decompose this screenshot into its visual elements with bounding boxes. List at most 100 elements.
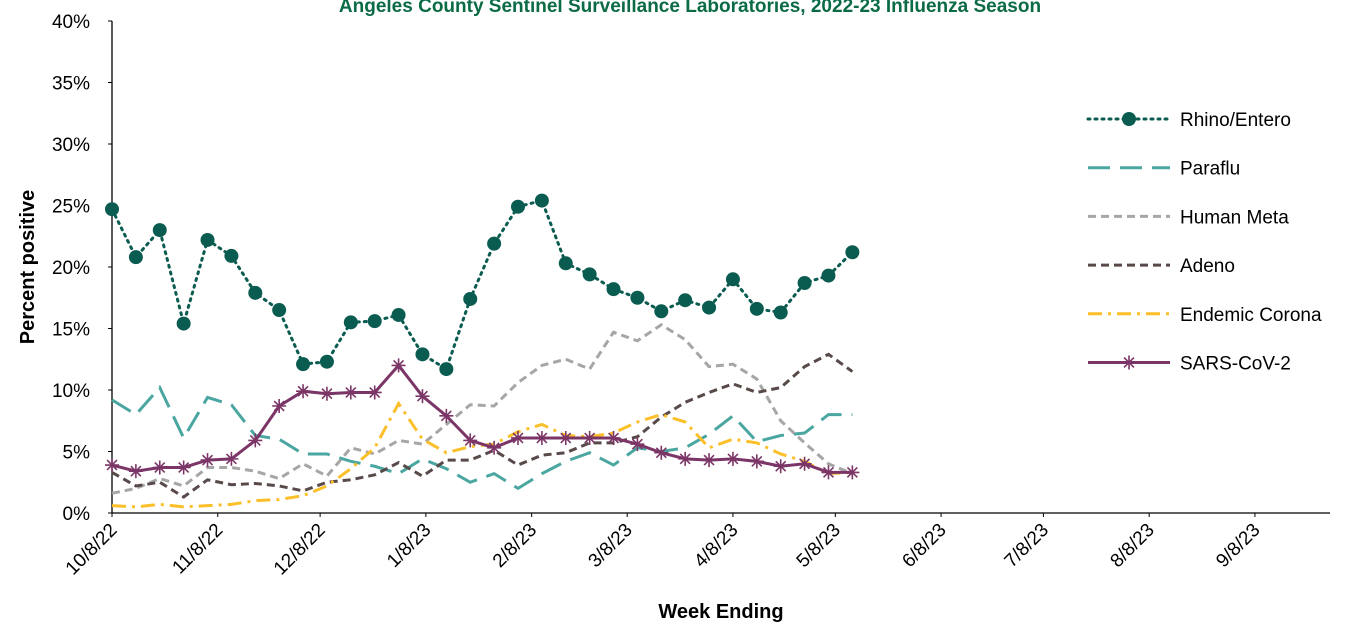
marker bbox=[725, 272, 740, 287]
marker bbox=[343, 385, 358, 400]
y-tick-label: 40% bbox=[52, 12, 90, 33]
y-tick-label: 10% bbox=[52, 381, 90, 402]
marker bbox=[749, 301, 764, 316]
legend-label: SARS-CoV-2 bbox=[1180, 354, 1291, 375]
marker bbox=[511, 430, 525, 445]
marker bbox=[630, 290, 645, 305]
marker bbox=[558, 430, 573, 445]
marker bbox=[702, 453, 717, 468]
marker bbox=[487, 440, 502, 455]
legend-marker bbox=[1122, 355, 1136, 370]
marker bbox=[606, 430, 621, 445]
marker bbox=[105, 202, 119, 217]
marker bbox=[391, 358, 406, 373]
x-tick-label: 5/8/23 bbox=[793, 520, 845, 572]
marker bbox=[630, 437, 645, 452]
x-tick-label: 3/8/23 bbox=[585, 520, 637, 572]
marker bbox=[439, 408, 454, 423]
marker bbox=[582, 430, 597, 445]
marker bbox=[224, 248, 239, 263]
y-tick-label: 0% bbox=[63, 504, 91, 525]
series-line bbox=[111, 323, 853, 495]
legend-label: Rhino/Entero bbox=[1180, 110, 1291, 131]
marker bbox=[272, 303, 287, 318]
marker bbox=[272, 398, 287, 413]
marker bbox=[296, 357, 311, 372]
x-tick-label: 7/8/23 bbox=[1001, 520, 1053, 572]
marker bbox=[534, 193, 549, 208]
x-tick-label: 10/8/22 bbox=[62, 520, 122, 580]
marker bbox=[487, 236, 502, 251]
y-tick-label: 25% bbox=[52, 197, 90, 218]
x-tick-label: 2/8/23 bbox=[489, 520, 541, 572]
chart-title: Angeles County Sentinel Surveillance Lab… bbox=[339, 0, 1041, 17]
y-tick-label: 30% bbox=[52, 135, 90, 156]
marker bbox=[463, 291, 478, 306]
marker bbox=[200, 453, 215, 468]
marker bbox=[725, 451, 740, 466]
marker bbox=[224, 451, 239, 466]
marker bbox=[343, 315, 358, 330]
series-line bbox=[111, 363, 853, 474]
marker bbox=[749, 454, 764, 469]
legend-label: Paraflu bbox=[1180, 159, 1240, 180]
x-tick-label: 1/8/23 bbox=[383, 520, 435, 572]
marker bbox=[797, 456, 812, 471]
marker bbox=[128, 464, 143, 479]
marker bbox=[773, 459, 788, 474]
x-tick-label: 6/8/23 bbox=[898, 520, 950, 572]
y-tick-label: 15% bbox=[52, 320, 90, 341]
marker bbox=[654, 304, 669, 319]
marker bbox=[248, 433, 263, 448]
marker bbox=[105, 458, 119, 473]
marker bbox=[797, 275, 812, 290]
marker bbox=[367, 314, 382, 329]
marker bbox=[415, 347, 430, 362]
series-line bbox=[111, 400, 853, 509]
marker bbox=[248, 285, 263, 300]
x-tick-label: 12/8/22 bbox=[270, 520, 330, 580]
y-tick-label: 20% bbox=[52, 258, 90, 279]
marker bbox=[845, 465, 860, 480]
marker bbox=[152, 460, 167, 475]
y-tick-label: 5% bbox=[63, 443, 91, 464]
marker bbox=[176, 316, 191, 331]
marker bbox=[821, 268, 836, 283]
marker bbox=[319, 354, 334, 369]
x-tick-label: 8/8/23 bbox=[1107, 520, 1159, 572]
marker bbox=[200, 232, 215, 247]
legend-label: Endemic Corona bbox=[1180, 305, 1322, 326]
y-tick-label: 35% bbox=[52, 74, 90, 95]
legend-marker bbox=[1122, 112, 1136, 126]
series-line bbox=[111, 352, 854, 499]
marker bbox=[773, 305, 788, 320]
marker bbox=[558, 256, 573, 271]
marker bbox=[702, 300, 717, 315]
marker bbox=[511, 199, 525, 214]
y-axis-title: Percent positive bbox=[17, 190, 39, 345]
x-tick-label: 9/8/23 bbox=[1212, 520, 1264, 572]
series-line bbox=[111, 384, 853, 491]
marker bbox=[152, 223, 167, 238]
marker bbox=[821, 465, 836, 480]
marker bbox=[391, 307, 406, 322]
series-line bbox=[110, 198, 854, 372]
marker bbox=[845, 245, 860, 260]
marker bbox=[415, 389, 430, 404]
marker bbox=[296, 384, 311, 399]
x-tick-label: 11/8/22 bbox=[169, 520, 228, 579]
marker bbox=[319, 386, 334, 401]
marker bbox=[367, 385, 382, 400]
legend-label: Human Meta bbox=[1180, 207, 1289, 228]
marker bbox=[439, 362, 454, 377]
x-axis-title: Week Ending bbox=[658, 601, 783, 623]
marker bbox=[463, 433, 478, 448]
marker bbox=[128, 250, 143, 265]
marker bbox=[582, 267, 597, 282]
marker bbox=[678, 451, 693, 466]
legend-label: Adeno bbox=[1180, 256, 1235, 277]
marker bbox=[654, 445, 669, 460]
marker bbox=[176, 460, 191, 475]
marker bbox=[534, 430, 549, 445]
